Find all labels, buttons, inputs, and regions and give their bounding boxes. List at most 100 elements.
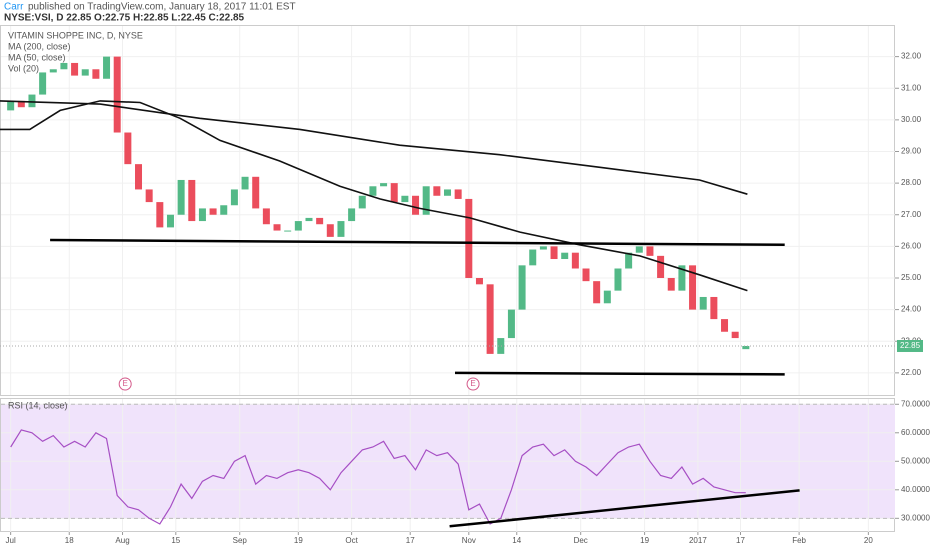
event-marker	[118, 377, 132, 391]
candle	[241, 176, 249, 190]
x-tick-label: Oct	[345, 536, 358, 545]
candle	[710, 296, 718, 320]
candle	[188, 179, 196, 222]
candle	[507, 309, 515, 339]
y-tick-label: 22.00	[901, 368, 922, 377]
trend-line	[454, 371, 785, 376]
candle	[124, 132, 132, 165]
y-tick-label: 24.00	[901, 305, 922, 314]
y-tick-label: 30.00	[901, 115, 922, 124]
x-tick-label: 19	[640, 536, 649, 545]
y-tick-label: 31.00	[901, 83, 922, 92]
candle	[17, 100, 25, 108]
x-tick-label: 17	[736, 536, 745, 545]
candle	[550, 246, 558, 260]
event-label: E	[123, 379, 128, 388]
volume-label: Vol (20)	[8, 63, 39, 73]
pane-title: VITAMIN SHOPPE INC, D, NYSE	[8, 30, 143, 40]
candle	[614, 268, 622, 291]
candle	[113, 56, 121, 133]
candle	[433, 186, 441, 196]
ma-line	[0, 100, 748, 292]
x-tick-label: 19	[294, 536, 303, 545]
candle	[156, 202, 164, 228]
legend-entry: MA (200, close)	[8, 41, 71, 51]
candle	[305, 217, 313, 222]
candle	[28, 94, 36, 108]
candle	[209, 208, 217, 215]
candle	[262, 208, 270, 225]
candle	[497, 338, 505, 354]
candle	[39, 72, 47, 95]
candle	[7, 100, 15, 111]
candle	[486, 284, 494, 354]
y-tick-label: 30.0000	[901, 513, 930, 522]
last-price-label: 22.85	[900, 341, 921, 350]
published: published on TradingView.com, January 18…	[28, 2, 296, 13]
x-tick-label: Jul	[6, 536, 16, 545]
y-tick-label: 50.0000	[901, 456, 930, 465]
candle	[230, 189, 238, 206]
candle	[689, 265, 697, 310]
y-tick-label: 26.00	[901, 241, 922, 250]
trend-line	[449, 489, 800, 528]
trend-line	[50, 238, 785, 247]
candle	[539, 246, 547, 250]
candle	[198, 208, 206, 222]
x-tick-label: 14	[512, 536, 521, 545]
candle	[412, 195, 420, 215]
candle	[667, 277, 675, 291]
candle	[81, 69, 89, 76]
legend-entry: MA (50, close)	[8, 52, 66, 62]
candle	[390, 183, 398, 203]
candle	[284, 230, 292, 232]
y-tick-label: 28.00	[901, 178, 922, 187]
candle	[625, 252, 633, 269]
x-tick-label: 15	[171, 536, 180, 545]
event-marker	[466, 377, 480, 391]
candle	[657, 255, 665, 278]
candle	[369, 186, 377, 196]
candle	[316, 217, 324, 225]
candle	[326, 224, 334, 237]
y-tick-label: 29.00	[901, 147, 922, 156]
candle	[635, 246, 643, 253]
price-pane	[0, 25, 895, 396]
ma-line	[0, 100, 748, 195]
x-tick-label: Feb	[792, 536, 806, 545]
x-tick-label: 18	[65, 536, 74, 545]
candle	[177, 179, 185, 215]
candle	[220, 205, 228, 215]
candle	[561, 252, 569, 260]
candle	[337, 221, 345, 237]
candle	[571, 252, 579, 269]
candle	[721, 319, 729, 332]
y-tick-label: 25.00	[901, 273, 922, 282]
x-tick-label: Dec	[574, 536, 588, 545]
candle	[582, 268, 590, 282]
candle	[465, 198, 473, 278]
y-tick-label: 70.0000	[901, 399, 930, 408]
candle	[422, 186, 430, 215]
candle	[145, 189, 153, 203]
author: Carr	[4, 2, 24, 13]
candle	[401, 195, 409, 203]
candle	[60, 62, 68, 70]
candle	[646, 246, 654, 256]
x-tick-label: 17	[406, 536, 415, 545]
candle	[49, 69, 57, 73]
candle	[380, 183, 388, 187]
candle	[454, 189, 462, 199]
candle	[358, 195, 366, 209]
candle	[678, 265, 686, 291]
candle	[294, 221, 302, 231]
candle	[518, 265, 526, 310]
symbol-line: NYSE:VSI, D 22.85 O:22.75 H:22.85 L:22.4…	[4, 13, 245, 24]
x-tick-label: Nov	[462, 536, 476, 545]
y-tick-label: 32.00	[901, 52, 922, 61]
candle	[92, 69, 100, 79]
y-tick-label: 40.0000	[901, 485, 930, 494]
y-tick-label: 60.0000	[901, 428, 930, 437]
